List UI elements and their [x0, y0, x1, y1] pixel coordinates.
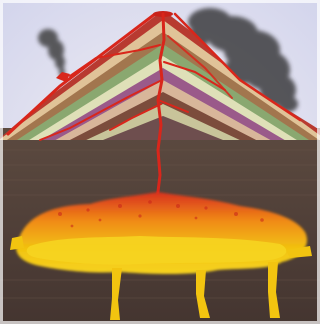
layer-10 [98, 116, 228, 140]
side-vent [56, 72, 70, 82]
feeder-dikes [10, 236, 312, 320]
lava-flow-left [6, 12, 157, 136]
lava-flow-right [173, 12, 302, 122]
magma-chamber [16, 192, 308, 274]
side-dikes [39, 44, 226, 141]
